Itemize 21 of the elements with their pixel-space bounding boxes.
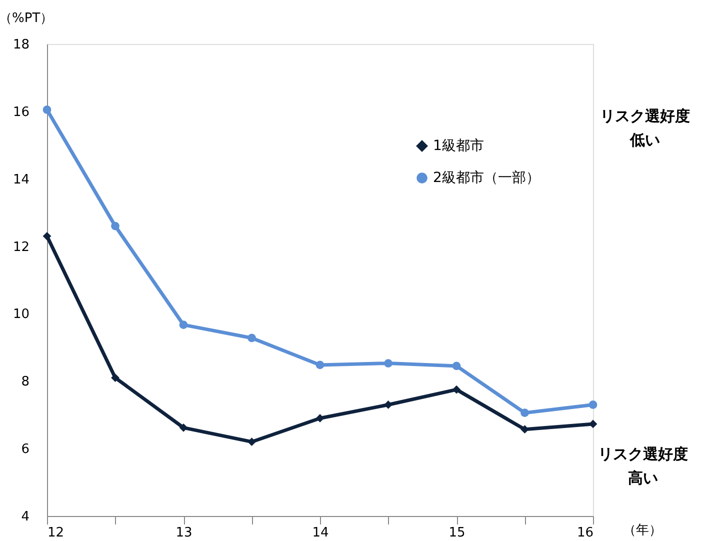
x-tick-label: 12 (48, 526, 64, 540)
text: リスク選好度 (598, 445, 688, 463)
y-tick-label: 12 (12, 240, 30, 255)
x-tick-label: 14 (312, 526, 329, 540)
x-axis-title: （年） (623, 523, 662, 538)
legend-label: 2級都市（一部） (433, 170, 540, 186)
y-tick-label: 18 (12, 38, 30, 52)
y-tick-label: 6 (21, 442, 30, 458)
y-tick-label: 14 (12, 172, 30, 188)
y-tick-label: 16 (12, 104, 30, 120)
x-tick-label: 13 (176, 526, 192, 540)
y-tick-label: 4 (21, 510, 30, 524)
y-tick-label: 8 (21, 374, 30, 390)
text: 低い (629, 131, 660, 149)
legend-label: 1級都市 (433, 138, 484, 154)
text: リスク選好度 (600, 107, 690, 125)
x-tick-label: 15 (448, 526, 466, 540)
x-tick-label: 16 (576, 526, 594, 540)
y-axis-title: （%PT） (0, 11, 54, 26)
text: 高い (628, 469, 658, 487)
y-tick-label: 10 (12, 307, 30, 322)
